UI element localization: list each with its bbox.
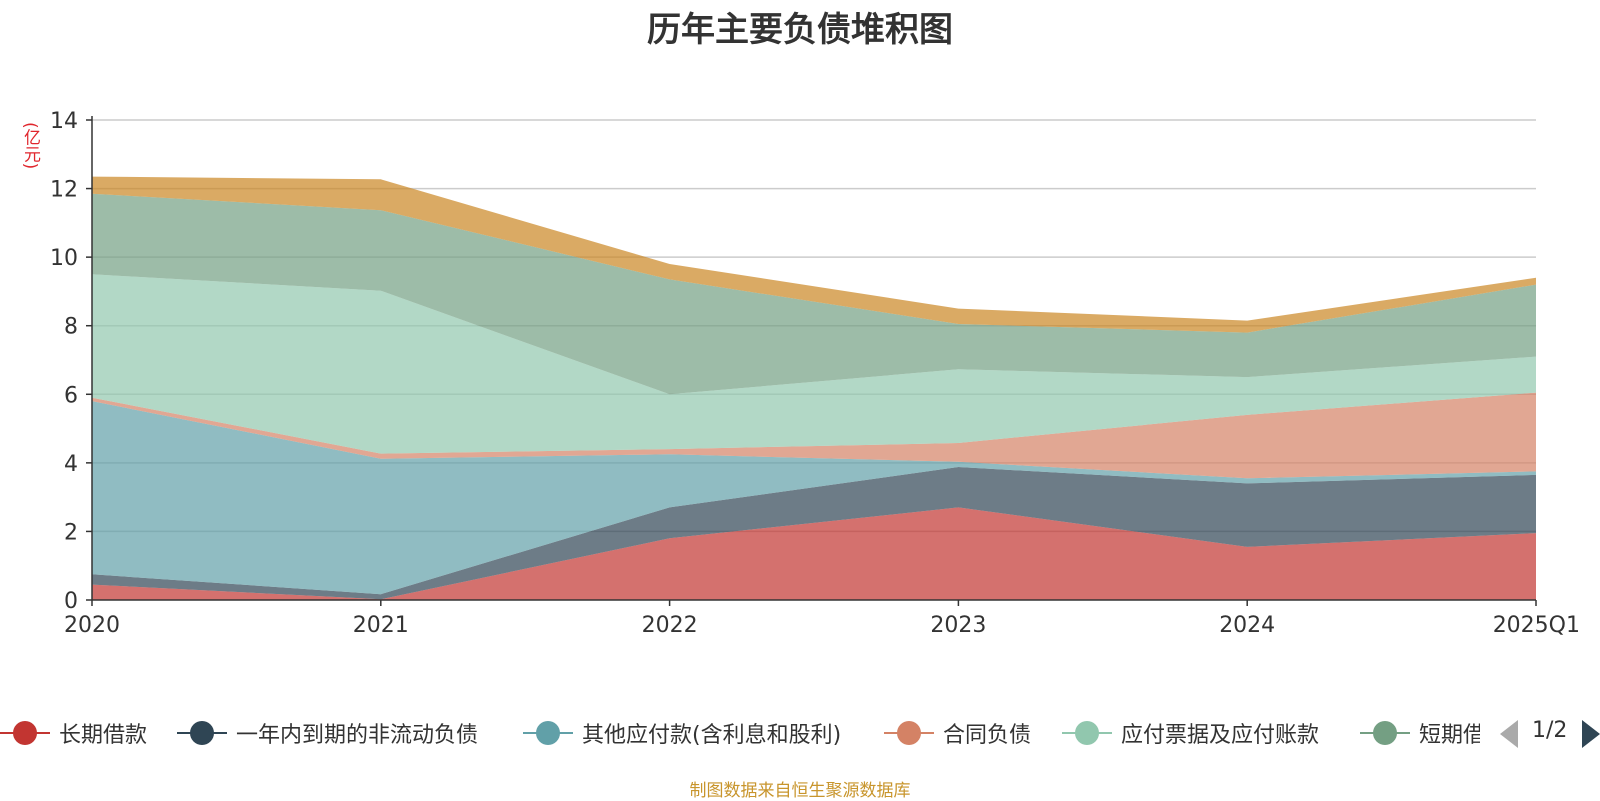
y-tick-label: 2	[64, 520, 78, 545]
legend: 长期借款 一年内到期的非流动负债 其他应付款(含利息和股利) 合同负债 应付票据及应付账…	[0, 713, 1480, 753]
legend-marker-icon	[1062, 720, 1112, 746]
y-tick-label: 12	[50, 178, 78, 203]
chart-title: 历年主要负债堆积图	[647, 10, 953, 50]
legend-marker-icon	[0, 720, 50, 746]
legend-marker-icon	[884, 720, 934, 746]
legend-item[interactable]: 合同负债	[884, 713, 1031, 753]
area-series-2[interactable]	[92, 401, 1536, 595]
x-tick-label: 2022	[642, 613, 698, 638]
area-series-3[interactable]	[92, 392, 1536, 479]
x-tick-label: 2020	[64, 613, 120, 638]
legend-marker-icon	[177, 720, 227, 746]
legend-marker-icon	[1360, 720, 1410, 746]
legend-page-indicator: 1/2	[1532, 718, 1568, 743]
legend-next-page-icon[interactable]	[1582, 720, 1600, 748]
x-tick-label: 2024	[1219, 613, 1275, 638]
axes	[91, 116, 1536, 601]
legend-item[interactable]: 一年内到期的非流动负债	[177, 713, 478, 753]
legend-item[interactable]: 其他应付款(含利息和股利)	[523, 713, 841, 753]
legend-item[interactable]: 长期借款	[0, 713, 147, 753]
area-series-0[interactable]	[92, 507, 1536, 600]
y-tick-label: 8	[64, 315, 78, 340]
x-tick-label: 2025Q1	[1493, 613, 1580, 638]
y-tick-label: 14	[50, 109, 78, 134]
legend-label: 其他应付款(含利息和股利)	[582, 723, 842, 748]
x-axis-ticks: 2020 2021 2022 2023 2024 2025Q1	[64, 600, 1580, 638]
legend-pager: 1/2	[1500, 716, 1600, 752]
data-source-note: 制图数据来自恒生聚源数据库	[689, 781, 911, 801]
area-series-4[interactable]	[92, 274, 1536, 454]
y-axis-unit-label: (亿元)	[20, 122, 40, 170]
x-tick-label: 2023	[930, 613, 986, 638]
legend-label: 一年内到期的非流动负债	[236, 723, 479, 748]
stacked-area-chart: 0 2 4 6 8 10 12 14 2020 2021 2022 2023 2024 2025Q1	[50, 109, 1580, 638]
legend-label: 短期借款	[1419, 723, 1480, 748]
x-tick-label: 2021	[353, 613, 409, 638]
legend-item[interactable]: 应付票据及应付账款	[1062, 713, 1319, 753]
area-series-1[interactable]	[92, 467, 1536, 600]
y-tick-label: 0	[64, 589, 78, 614]
legend-label: 应付票据及应付账款	[1121, 723, 1320, 748]
legend-item[interactable]: 短期借款	[1360, 713, 1480, 753]
y-tick-label: 10	[50, 246, 78, 271]
legend-label: 长期借款	[59, 723, 148, 748]
y-axis-ticks: 0 2 4 6 8 10 12 14	[50, 109, 92, 614]
legend-prev-page-icon[interactable]	[1500, 720, 1518, 748]
area-series-5[interactable]	[92, 193, 1536, 395]
area-series	[92, 176, 1536, 600]
y-tick-label: 4	[64, 452, 78, 477]
legend-marker-icon	[523, 720, 573, 746]
area-series-6[interactable]	[92, 176, 1536, 333]
legend-label: 合同负债	[943, 723, 1032, 748]
y-tick-label: 6	[64, 383, 78, 408]
